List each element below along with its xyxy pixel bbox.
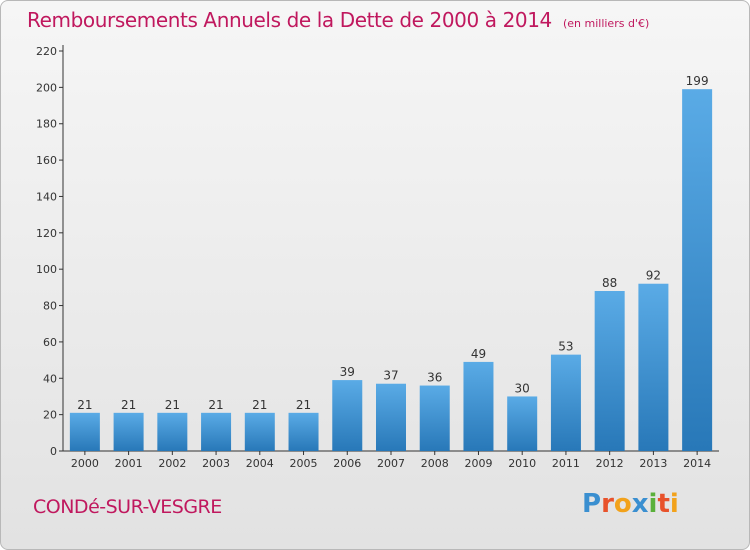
bar [376, 383, 406, 451]
bar [463, 361, 494, 451]
bar [113, 412, 144, 451]
x-tick-label: 2005 [290, 457, 318, 470]
x-tick-label: 2004 [246, 457, 274, 470]
x-tick-label: 2007 [377, 457, 405, 470]
logo-letter: i [669, 489, 679, 519]
y-tick-label: 20 [43, 409, 57, 422]
data-label: 21 [121, 398, 136, 412]
bar [332, 380, 363, 451]
bar [594, 291, 625, 451]
data-labels-group: 21 21 21 21 21 21 39 37 36 49 30 53 88 92 199 [77, 74, 708, 412]
y-tick-label: 120 [36, 227, 57, 240]
y-axis: 0 20 40 60 80 100 120 140 160 180 200 220 [36, 45, 64, 458]
data-label: 21 [252, 398, 267, 412]
x-tick-label: 2010 [508, 457, 536, 470]
x-tick-label: 2014 [683, 457, 711, 470]
bar [419, 385, 450, 451]
logo-letter: x [631, 489, 649, 519]
x-tick-label: 2000 [71, 457, 99, 470]
logo-letter: t [657, 489, 670, 519]
x-tick-label: 2012 [596, 457, 624, 470]
x-tick-label: 2013 [639, 457, 667, 470]
data-label: 21 [208, 398, 223, 412]
logo-letter: i [648, 489, 658, 519]
bar [157, 412, 188, 451]
data-label: 30 [515, 381, 530, 395]
x-tick-label: 2006 [333, 457, 361, 470]
data-label: 21 [165, 398, 180, 412]
y-tick-label: 180 [36, 118, 57, 131]
y-tick-label: 100 [36, 263, 57, 276]
data-label: 49 [471, 347, 486, 361]
bar [201, 412, 232, 451]
bar [682, 89, 713, 451]
x-tick-label: 2003 [202, 457, 230, 470]
chart-title: Remboursements Annuels de la Dette de 20… [27, 8, 552, 32]
bar [507, 396, 538, 451]
y-tick-label: 0 [50, 445, 57, 458]
y-tick-label: 220 [36, 45, 57, 58]
bar [69, 412, 100, 451]
chart-title-block: Remboursements Annuels de la Dette de 20… [27, 8, 649, 32]
logo-letter: P [582, 489, 602, 519]
commune-name: CONDé-SUR-VESGRE [33, 496, 222, 518]
chart-unit: (en milliers d'€) [562, 17, 650, 30]
x-tick-label: 2001 [115, 457, 143, 470]
y-tick-label: 80 [43, 300, 57, 313]
bars-group [69, 89, 713, 451]
y-tick-label: 160 [36, 154, 57, 167]
data-label: 37 [383, 369, 398, 383]
data-label: 199 [686, 74, 709, 88]
x-tick-label: 2011 [552, 457, 580, 470]
data-label: 21 [77, 398, 92, 412]
y-tick-label: 200 [36, 81, 57, 94]
bar [244, 412, 275, 451]
data-label: 21 [296, 398, 311, 412]
proxiti-logo[interactable]: Proxiti [582, 489, 679, 519]
data-label: 88 [602, 276, 617, 290]
x-axis: 2000 2001 2002 2003 2004 2005 2006 2007 2008 2009… [63, 450, 719, 470]
bar [288, 412, 319, 451]
bar [550, 354, 581, 451]
logo-letter: o [613, 489, 632, 519]
data-label: 39 [340, 365, 355, 379]
x-tick-label: 2008 [421, 457, 449, 470]
data-label: 36 [427, 371, 442, 385]
data-label: 53 [558, 340, 573, 354]
data-label: 92 [646, 269, 661, 283]
x-tick-label: 2009 [464, 457, 492, 470]
bar [638, 283, 669, 451]
y-tick-label: 140 [36, 190, 57, 203]
y-tick-label: 40 [43, 372, 57, 385]
x-tick-label: 2002 [158, 457, 186, 470]
y-tick-label: 60 [43, 336, 57, 349]
logo-letter: r [601, 489, 614, 519]
